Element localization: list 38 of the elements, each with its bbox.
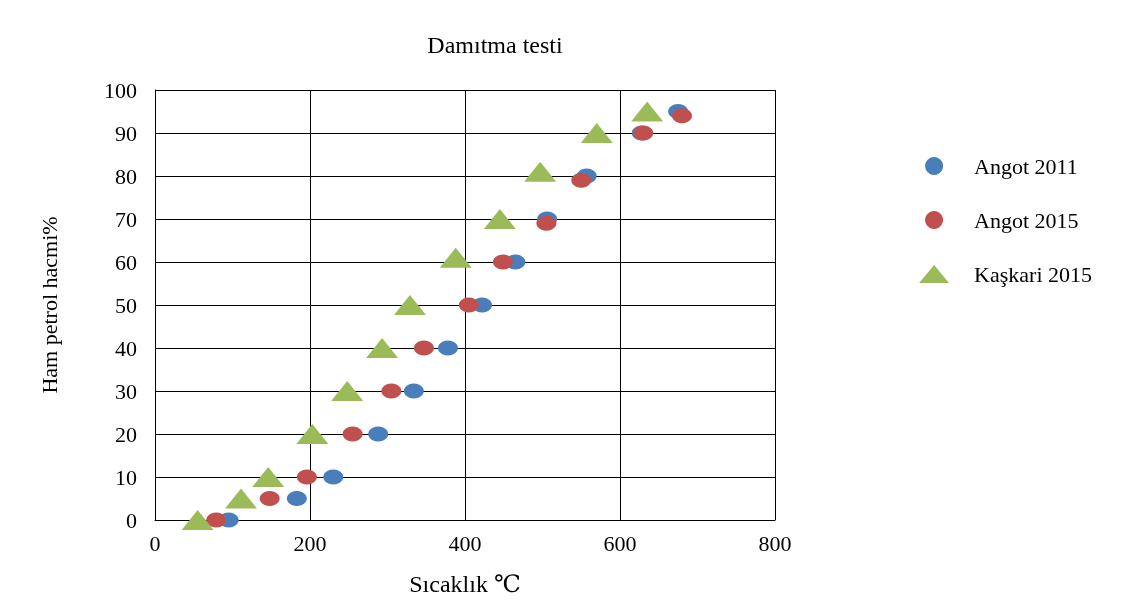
legend-label: Angot 2015 [974, 207, 1079, 233]
point [381, 383, 402, 399]
y-tick-label: 40 [115, 335, 137, 361]
x-tick-label: 600 [603, 530, 637, 556]
y-tick-label: 100 [104, 77, 137, 103]
y-tick-label: 50 [115, 292, 137, 318]
point [458, 297, 479, 313]
point [286, 491, 307, 506]
point [342, 426, 363, 442]
x-tick-label: 400 [448, 530, 482, 556]
point [403, 383, 424, 399]
legend-label: Kaşkari 2015 [974, 261, 1092, 287]
x-tick-label: 200 [293, 530, 327, 556]
x-tick-label: 0 [149, 530, 161, 556]
x-axis-title: Sıcaklık ℃ [409, 571, 521, 597]
point [571, 172, 592, 188]
x-tick-label: 800 [758, 530, 792, 556]
point [259, 491, 280, 506]
point [323, 469, 344, 485]
legend-label: Angot 2011 [974, 153, 1078, 179]
point [672, 108, 692, 124]
y-tick-label: 30 [115, 378, 137, 404]
point [493, 254, 513, 270]
y-tick-label: 70 [115, 206, 137, 232]
y-tick-label: 0 [126, 507, 137, 533]
y-tick-label: 20 [115, 421, 137, 447]
point [296, 469, 317, 485]
y-axis-title: Ham petrol hacmi% [36, 216, 62, 394]
y-tick-label: 60 [115, 249, 137, 275]
point [437, 340, 458, 356]
point [536, 215, 557, 231]
point [413, 340, 434, 356]
y-tick-label: 10 [115, 464, 137, 490]
y-tick-label: 80 [115, 163, 137, 189]
point [206, 512, 227, 528]
chart-title: Damıtma testi [427, 32, 563, 58]
y-tick-label: 90 [115, 120, 137, 146]
point [368, 426, 389, 442]
